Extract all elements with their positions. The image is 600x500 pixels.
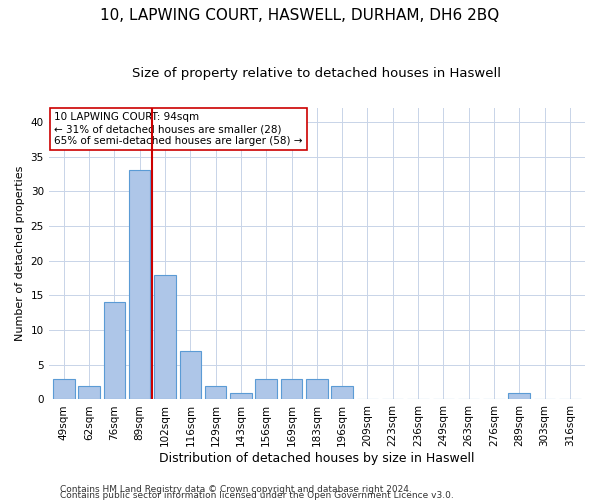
Y-axis label: Number of detached properties: Number of detached properties	[15, 166, 25, 342]
Bar	[306, 378, 328, 400]
Text: Contains public sector information licensed under the Open Government Licence v3: Contains public sector information licen…	[60, 490, 454, 500]
Bar	[53, 378, 74, 400]
Title: Size of property relative to detached houses in Haswell: Size of property relative to detached ho…	[133, 68, 502, 80]
Bar	[79, 386, 100, 400]
Text: 10, LAPWING COURT, HASWELL, DURHAM, DH6 2BQ: 10, LAPWING COURT, HASWELL, DURHAM, DH6 …	[100, 8, 500, 22]
Bar	[154, 274, 176, 400]
Bar	[179, 351, 201, 400]
Bar	[331, 386, 353, 400]
Bar	[230, 392, 251, 400]
Text: 10 LAPWING COURT: 94sqm
← 31% of detached houses are smaller (28)
65% of semi-de: 10 LAPWING COURT: 94sqm ← 31% of detache…	[54, 112, 302, 146]
Text: Contains HM Land Registry data © Crown copyright and database right 2024.: Contains HM Land Registry data © Crown c…	[60, 484, 412, 494]
Bar	[508, 392, 530, 400]
Bar	[281, 378, 302, 400]
Bar	[256, 378, 277, 400]
X-axis label: Distribution of detached houses by size in Haswell: Distribution of detached houses by size …	[159, 452, 475, 465]
Bar	[205, 386, 226, 400]
Bar	[129, 170, 151, 400]
Bar	[104, 302, 125, 400]
